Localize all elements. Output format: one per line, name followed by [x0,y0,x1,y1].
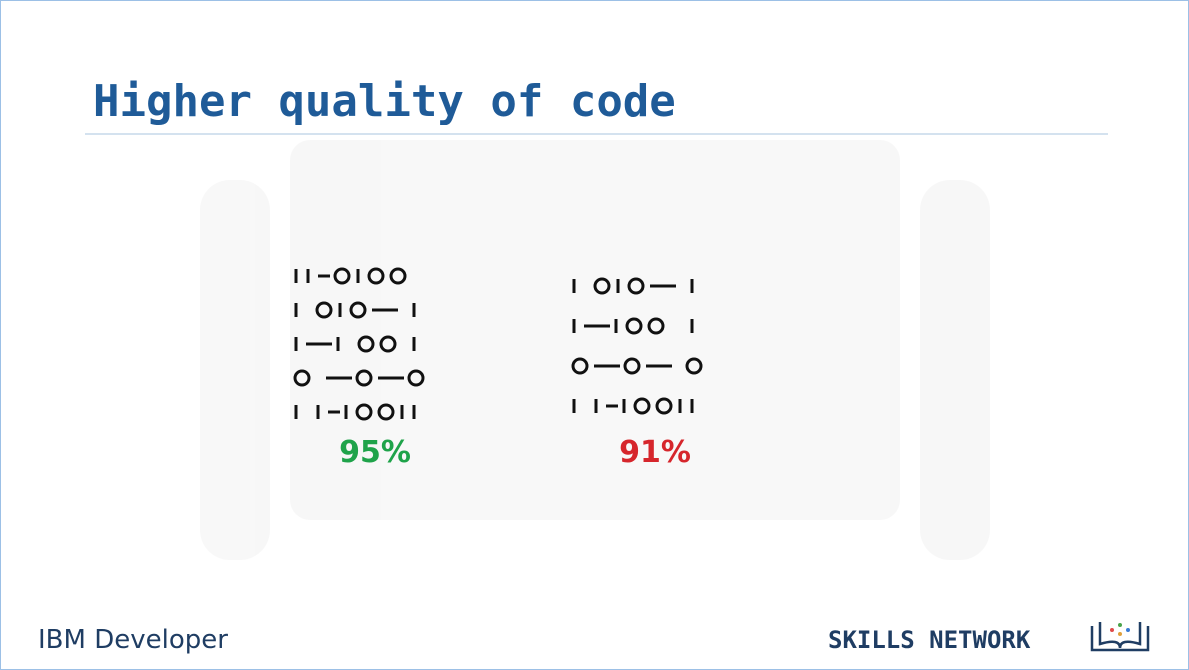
code-glyph [333,267,351,285]
code-glyph [593,277,611,295]
code-glyph [625,317,643,335]
code-glyph [357,335,375,353]
code-glyph [379,335,397,353]
code-glyph [623,357,641,375]
score-label: 95% [339,435,411,470]
skills-network-logo: SKILLS NETWORK [828,626,1031,654]
code-glyph [389,267,407,285]
ibm-developer-logo: IBM Developer [38,625,228,655]
code-glyph [377,403,395,421]
slide-title: Higher quality of code [93,76,676,127]
code-glyph [355,369,373,387]
code-icon [571,277,703,415]
code-glyph [647,317,665,335]
background-watermark [200,140,990,560]
code-glyph [633,397,651,415]
code-glyph [315,301,333,319]
code-glyph [407,369,425,387]
code-glyph [355,403,373,421]
code-glyph [293,369,311,387]
skills-network-icon [1090,622,1150,652]
code-glyph [685,357,703,375]
code-glyph [655,397,673,415]
score-label: 91% [619,435,691,470]
code-icon [293,267,425,421]
code-glyph [571,357,589,375]
code-glyph [367,267,385,285]
code-glyph [349,301,367,319]
code-glyph [627,277,645,295]
